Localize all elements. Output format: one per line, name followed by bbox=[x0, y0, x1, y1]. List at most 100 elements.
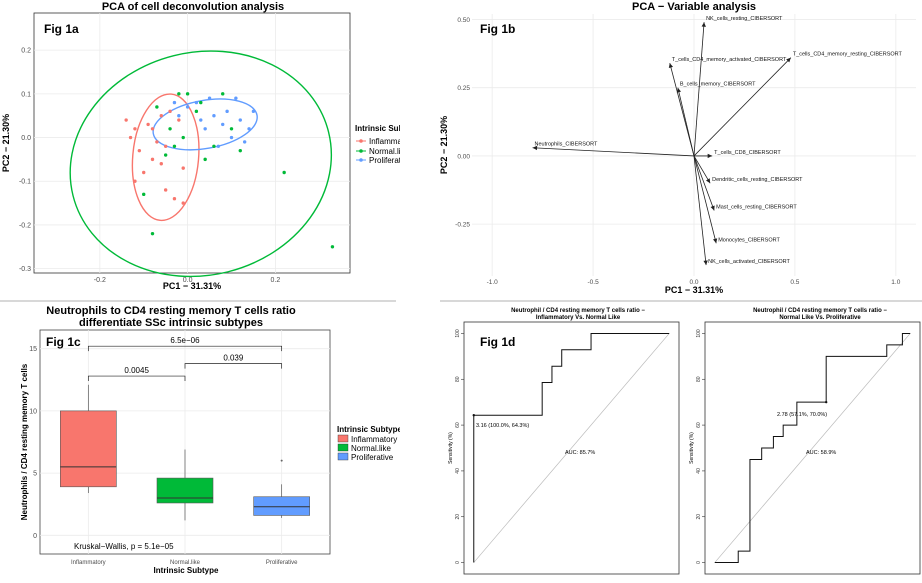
fig1b-vector-label: T_cells_CD8_CIBERSORT bbox=[714, 150, 781, 156]
fig1b-vector-line bbox=[693, 155, 715, 211]
fig1a-point-proliferative bbox=[216, 144, 221, 148]
fig1b-vector-arrowhead bbox=[701, 22, 706, 27]
fig1a-point-inflammatory bbox=[163, 188, 168, 192]
fig1a-point-inflammatory bbox=[137, 148, 142, 153]
fig1b-vector-line bbox=[693, 155, 717, 244]
fig1d-left-y-axis-title: Sensitivity (%) bbox=[448, 432, 454, 464]
fig1a-point-inflammatory bbox=[181, 201, 185, 205]
fig1b-vector-line bbox=[693, 22, 705, 156]
fig1b-x-tick-label: -0.5 bbox=[587, 279, 599, 286]
fig1d-right-auc-label: AUC: 58.9% bbox=[806, 450, 836, 456]
fig1d-left-y-tick-label: 80 bbox=[455, 376, 461, 382]
fig1c-legend-label-inflammatory: Inflammatory bbox=[351, 435, 397, 444]
fig1a-y-tick-label: 0.1 bbox=[21, 91, 31, 98]
fig1d-chart: Neutrophil / CD4 resting memory T cells … bbox=[440, 300, 922, 575]
fig1a-point-normal-like bbox=[194, 109, 199, 114]
fig1b-x-tick-label: -1.0 bbox=[487, 279, 499, 286]
fig1a-y-tick-label: -0.1 bbox=[19, 179, 31, 186]
fig1d-left-y-tick-label: 60 bbox=[455, 422, 461, 428]
fig1c-title: Neutrophils to CD4 resting memory T cell… bbox=[46, 305, 296, 317]
fig1b-y-tick-label: 0.50 bbox=[457, 17, 470, 24]
fig1a-ellipse-inflammatory bbox=[131, 93, 200, 222]
fig1a-point-proliferative bbox=[229, 135, 234, 140]
fig1a-point-proliferative bbox=[212, 113, 216, 118]
fig1c-panel: Neutrophils to CD4 resting memory T cell… bbox=[0, 300, 402, 578]
fig1a-point-inflammatory bbox=[172, 197, 177, 201]
fig1d-left-y-tick-label: 20 bbox=[455, 514, 461, 520]
fig1a-point-inflammatory bbox=[155, 140, 159, 144]
fig1c-box-inflammatory bbox=[60, 384, 117, 494]
fig1a-x-axis-title: PC1 − 31.31% bbox=[163, 281, 221, 291]
fig1b-vector-t-cells-cd4-memory-resting-cibersort: T_cells_CD4_memory_resting_CIBERSORT bbox=[693, 52, 903, 157]
fig1c-top-border bbox=[0, 300, 396, 302]
fig1d-left-y-tick-label: 100 bbox=[455, 329, 461, 338]
fig1a-y-tick-label: -0.2 bbox=[19, 222, 31, 229]
fig1c-legend-item-inflammatory: Inflammatory bbox=[337, 434, 397, 444]
fig1d-right-y-tick-label: 0 bbox=[696, 561, 702, 564]
fig1c-outlier bbox=[280, 459, 283, 462]
fig1a-point-inflammatory bbox=[133, 179, 137, 183]
fig1c-x-tick-label: Normal.like bbox=[170, 560, 201, 566]
fig1b-vector-label: Monocytes_CIBERSORT bbox=[718, 237, 780, 243]
fig1a-x-tick-label: 0.2 bbox=[271, 277, 281, 284]
fig1b-vector-monocytes-cibersort: Monocytes_CIBERSORT bbox=[693, 155, 780, 244]
fig1a-legend-title: Intrinsic Subtype bbox=[355, 124, 400, 133]
fig1b-vector-mast-cells-resting-cibersort: Mast_cells_resting_CIBERSORT bbox=[693, 155, 797, 211]
fig1a-chart: PCA of cell deconvolution analysis -0.2 0… bbox=[1, 1, 420, 291]
fig1a-y-tick-label: 0.0 bbox=[21, 135, 31, 142]
fig1c-legend-key-inflammatory bbox=[337, 434, 349, 443]
fig1b-vector-arrowhead bbox=[707, 153, 713, 159]
fig1a-point-proliferative bbox=[203, 127, 207, 131]
fig1d-right-y-axis-title: Sensitivity (%) bbox=[689, 432, 695, 464]
fig1c-x-axis-title: Intrinsic Subtype bbox=[154, 566, 219, 575]
fig1c-label: Fig 1c bbox=[46, 335, 81, 349]
fig1d-left-threshold-label: 3.16 (100.0%, 64.3%) bbox=[476, 423, 529, 429]
fig1c-y-axis-title: Neutrophils / CD4 resting memory T cells bbox=[20, 363, 29, 520]
fig1a-point-inflammatory bbox=[142, 170, 146, 175]
fig1a-point-normal-like bbox=[238, 148, 242, 153]
fig1b-vector-arrowhead bbox=[712, 238, 718, 244]
fig1a-legend-label-inflammatory: Inflammatory bbox=[369, 137, 400, 146]
fig1b-vector-nk-cells-activated-cibersort: NK_cells_activated_CIBERSORT bbox=[693, 155, 791, 266]
fig1a-point-proliferative bbox=[247, 127, 251, 131]
fig1d-left-threshold-point bbox=[472, 414, 475, 417]
fig1c-box-body bbox=[60, 410, 117, 488]
fig1c-kruskal-annotation: Kruskal−Wallis, p = 5.1e−05 bbox=[74, 542, 174, 551]
fig1d-top-border bbox=[440, 300, 922, 302]
fig1b-vector-line bbox=[532, 147, 695, 157]
fig1c-comparison-pvalue: 6.5e−06 bbox=[170, 336, 200, 345]
fig1c-x-tick-label: Inflammatory bbox=[71, 560, 106, 566]
fig1b-vector-label: Dendritic_cells_resting_CIBERSORT bbox=[712, 177, 803, 183]
fig1b-vector-dendritic-cells-resting-cibersort: Dendritic_cells_resting_CIBERSORT bbox=[693, 155, 803, 184]
fig1a-y-tick-label: -0.3 bbox=[19, 266, 31, 273]
fig1c-comparison: 6.5e−06 bbox=[87, 336, 283, 352]
fig1a-point-inflammatory bbox=[124, 118, 128, 122]
fig1a-point-normal-like bbox=[199, 100, 203, 105]
fig1a-point-normal-like bbox=[177, 92, 181, 96]
fig1a-point-proliferative bbox=[242, 140, 247, 144]
fig1b-vector-arrowhead bbox=[676, 87, 682, 93]
fig1a-legend-item-normal-like: Normal.like bbox=[356, 147, 410, 156]
fig1c-legend-key-normal-like bbox=[337, 443, 349, 452]
fig1a-ellipse-normal-like bbox=[69, 50, 333, 278]
fig1a-point-normal-like bbox=[212, 144, 216, 148]
fig1c-x-tick-label: Proliferative bbox=[266, 560, 298, 566]
fig1b-x-tick-label: 1.0 bbox=[891, 279, 900, 286]
fig1a-point-proliferative bbox=[238, 118, 242, 122]
fig1b-vector-neutrophils-cibersort: Neutrophils_CIBERSORT bbox=[532, 142, 695, 157]
fig1a-legend-dot-inflammatory bbox=[359, 139, 363, 143]
fig1d-right-y-tick-label: 80 bbox=[696, 376, 702, 382]
fig1c-chart: Neutrophils to CD4 resting memory T cell… bbox=[0, 300, 402, 575]
fig1d-right-diagonal-reference bbox=[714, 333, 911, 563]
fig1d-left-diagonal-reference bbox=[473, 333, 670, 563]
fig1c-box-proliferative bbox=[253, 459, 310, 518]
fig1d-right-title: Neutrophil / CD4 resting memory T cells … bbox=[753, 308, 887, 314]
fig1b-title: PCA − Variable analysis bbox=[632, 1, 756, 13]
fig1a-point-normal-like bbox=[163, 153, 168, 157]
fig1d-right-roc-curve bbox=[714, 332, 911, 564]
fig1c-subtitle: differentiate SSc intrinsic subtypes bbox=[79, 317, 263, 329]
fig1b-chart: PCA − Variable analysis NK_cells_resting… bbox=[439, 1, 916, 295]
fig1a-point-normal-like bbox=[150, 231, 155, 236]
fig1a-point-normal-like bbox=[168, 127, 172, 131]
fig1a-point-normal-like bbox=[229, 127, 234, 131]
